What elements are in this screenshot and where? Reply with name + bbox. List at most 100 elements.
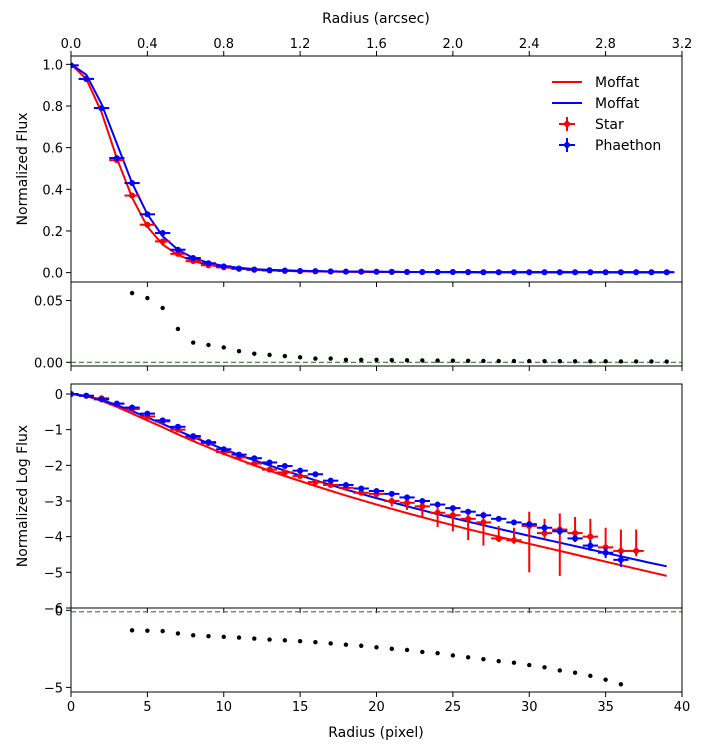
- panel-log: 0 −1 −2 −3 −4 −5 −6 Normalized Log Flux: [15, 383, 683, 617]
- marker: [419, 497, 426, 504]
- marker: [450, 358, 456, 363]
- top-x-tick-label: 2.0: [443, 37, 464, 52]
- marker: [236, 635, 242, 640]
- marker: [420, 649, 425, 655]
- star-data-point: [307, 479, 324, 486]
- phaethon-data-point: [521, 521, 537, 528]
- phaethon-data-point: [338, 481, 354, 488]
- residual-point: [236, 635, 242, 640]
- marker: [312, 268, 319, 275]
- top-x-tick-label: 3.2: [672, 37, 693, 52]
- top-x-tick-label: 1.6: [366, 37, 387, 52]
- marker: [449, 505, 456, 512]
- phaethon-data-point: [323, 477, 339, 484]
- y-tick-label: −6: [44, 602, 63, 617]
- marker: [587, 533, 594, 540]
- residual-point: [206, 634, 211, 639]
- marker: [221, 345, 226, 350]
- residual-point: [252, 351, 257, 356]
- marker: [572, 530, 579, 537]
- marker: [465, 508, 472, 515]
- marker: [404, 494, 411, 501]
- phaethon-data-point: [628, 269, 644, 276]
- residual-point: [603, 677, 608, 682]
- bottom-axis: Radius (pixel): [328, 725, 423, 741]
- residual-point: [435, 358, 440, 363]
- marker: [206, 342, 211, 348]
- marker: [113, 155, 120, 162]
- marker: [556, 269, 563, 276]
- phaethon-data-point: [536, 524, 553, 532]
- residual-point: [236, 348, 242, 354]
- legend: Moffat Moffat Star Phaethon: [552, 75, 661, 154]
- phaethon-data-point: [124, 404, 140, 411]
- phaethon-data-point: [429, 269, 446, 276]
- phaethon-data-point: [200, 260, 217, 267]
- x-tick-label: 35: [597, 700, 614, 715]
- y-tick-label: −4: [44, 531, 63, 546]
- y-tick-label: 0: [55, 388, 63, 403]
- phaethon-data-point: [536, 269, 553, 276]
- marker: [281, 267, 288, 274]
- marker: [419, 503, 426, 510]
- marker: [205, 260, 212, 267]
- residual-point: [343, 642, 349, 647]
- star-data-point: [429, 507, 446, 528]
- phaethon-data-point: [506, 519, 522, 526]
- phaethon-data-point: [139, 410, 156, 417]
- star-data-point: [460, 509, 476, 541]
- marker: [251, 266, 258, 273]
- residual-point: [313, 356, 318, 361]
- marker: [587, 269, 594, 276]
- marker: [174, 423, 181, 430]
- phaethon-data-point: [109, 155, 125, 162]
- marker: [251, 455, 258, 462]
- marker: [343, 357, 349, 363]
- residual-point: [191, 633, 196, 638]
- y-axis-title: Normalized Flux: [15, 113, 31, 226]
- residual-point: [420, 358, 425, 363]
- marker: [572, 359, 578, 364]
- marker: [556, 528, 563, 535]
- residual-point: [359, 643, 364, 648]
- residual-point: [496, 658, 501, 664]
- marker: [328, 641, 333, 646]
- marker: [633, 547, 640, 554]
- marker: [160, 305, 165, 311]
- marker: [510, 519, 517, 526]
- legend-label: Moffat: [595, 75, 640, 91]
- residual-point: [527, 358, 532, 364]
- star-data-point: [139, 221, 156, 228]
- residual-point: [160, 628, 165, 634]
- marker: [342, 481, 349, 488]
- marker: [404, 269, 411, 276]
- residual-point: [129, 628, 135, 633]
- phaethon-data-point: [261, 459, 278, 466]
- marker: [174, 250, 181, 257]
- residual-point: [343, 357, 349, 363]
- marker: [618, 682, 624, 687]
- marker: [664, 359, 669, 364]
- star-data-point: [491, 525, 507, 543]
- star-data-point: [506, 527, 522, 544]
- legend-label: Phaethon: [595, 138, 661, 154]
- y-tick-label: −5: [44, 681, 63, 696]
- plot-area: [129, 290, 669, 364]
- phaethon-data-point: [216, 446, 232, 453]
- marker: [465, 655, 471, 660]
- residual-point: [603, 359, 608, 364]
- phaethon-data-point: [659, 269, 675, 276]
- star-data-point: [445, 508, 461, 532]
- marker: [129, 180, 136, 187]
- residual-point: [267, 352, 272, 358]
- marker: [511, 358, 517, 364]
- residual-point: [588, 673, 593, 679]
- marker: [359, 643, 364, 648]
- y-tick-label: −3: [44, 495, 63, 510]
- marker: [281, 463, 288, 470]
- marker: [281, 469, 288, 476]
- residual-point: [465, 655, 471, 660]
- plot-area: [71, 62, 675, 276]
- phaethon-data-point: [155, 230, 171, 237]
- top-x-tick-label: 0.8: [213, 37, 234, 52]
